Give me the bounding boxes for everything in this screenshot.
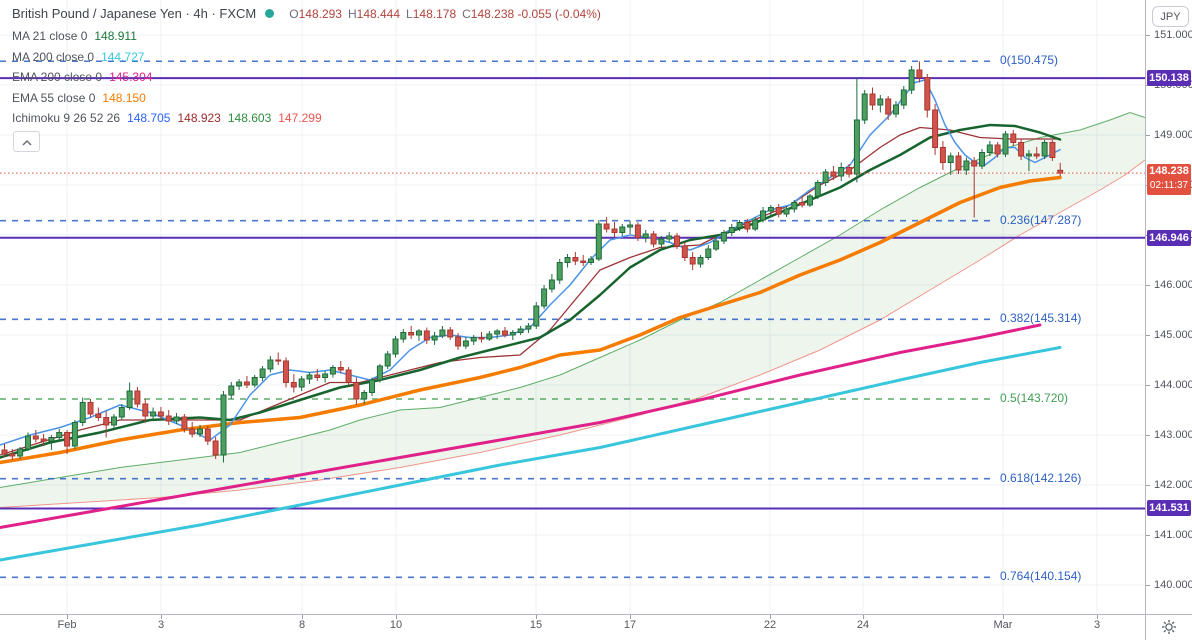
price-tick-label: 145.000 <box>1146 328 1192 342</box>
price-line-label: 146.946 <box>1147 229 1191 246</box>
bar-countdown: 02:11:37 <box>1149 180 1189 192</box>
price-tick-label: 141.000 <box>1146 528 1192 542</box>
ohlc-key: L <box>406 6 413 21</box>
change-readout: -0.055 (-0.04%) <box>514 6 601 21</box>
indicator-legend-row[interactable]: EMA 200 close 0 145.304 <box>12 71 322 84</box>
indicator-value: 147.299 <box>278 111 322 125</box>
time-tick-label: Mar <box>983 615 1023 631</box>
fib-level-label[interactable]: 0.764(140.154) <box>1000 569 1082 584</box>
indicator-value: 148.705 <box>127 111 171 125</box>
ohlc-value: 148.444 <box>356 6 401 21</box>
ohlc-key: H <box>347 6 357 21</box>
fib-level-label[interactable]: 0.382(145.314) <box>1000 311 1082 326</box>
price-tick-label: 144.000 <box>1146 378 1192 392</box>
ohlc-key: O <box>289 6 299 21</box>
price-tick-label: 149.000 <box>1146 128 1192 142</box>
symbol-title[interactable]: British Pound / Japanese Yen · 4h · FXCM <box>12 6 257 21</box>
time-tick-label: Feb <box>47 615 87 631</box>
time-tick-label: 17 <box>610 615 650 631</box>
time-tick-label: 24 <box>843 615 883 631</box>
price-tick-label: 146.000 <box>1146 278 1192 292</box>
indicator-legend-row[interactable]: Ichimoku 9 26 52 26 148.705 148.923 148.603… <box>12 112 322 125</box>
indicator-value: 148.603 <box>227 111 272 125</box>
candlestick-series <box>1 61 1064 463</box>
price-tick-label: 140.000 <box>1146 578 1192 592</box>
legend: British Pound / Japanese Yen · 4h · FXCM… <box>12 6 601 152</box>
price-tick-label: 151.000 <box>1146 28 1192 42</box>
price-tick-label: 142.000 <box>1146 478 1192 492</box>
fib-level-label[interactable]: 0(150.475) <box>1000 53 1059 68</box>
ohlc-value: 148.293 <box>298 6 342 21</box>
indicator-value: 148.911 <box>94 29 137 43</box>
symbol-header[interactable]: British Pound / Japanese Yen · 4h · FXCM… <box>12 6 601 21</box>
chart-settings-gear-icon[interactable] <box>1159 617 1179 637</box>
price-line-label: 150.138 <box>1147 70 1191 87</box>
axis-divider <box>1145 615 1146 640</box>
ohlc-readout: O148.293 H148.444 L148.178 C148.238 -0.055 … <box>283 7 601 21</box>
fib-level-label[interactable]: 0.236(147.287) <box>1000 212 1082 227</box>
price-tick-label: 143.000 <box>1146 428 1192 442</box>
indicator-legend-row[interactable]: MA 21 close 0 148.911 <box>12 30 322 43</box>
indicator-legend: MA 21 close 0 148.911 MA 200 close 0 144.72… <box>12 30 322 133</box>
indicator-label: EMA 55 close 0 <box>12 90 96 105</box>
indicator-label: Ichimoku 9 26 52 26 <box>12 111 121 125</box>
chart-canvas[interactable] <box>0 0 1145 614</box>
time-tick-label: 22 <box>750 615 790 631</box>
time-tick-label: 3 <box>1077 615 1117 631</box>
indicator-value: 148.150 <box>102 90 146 105</box>
fib-level-label[interactable]: 0.618(142.126) <box>1000 470 1082 485</box>
fib-level-label[interactable]: 0.5(143.720) <box>1000 391 1069 405</box>
indicator-value: 145.304 <box>109 70 153 84</box>
time-tick-label: 15 <box>516 615 556 631</box>
ohlc-value: 148.238 <box>470 6 515 21</box>
indicator-value: 144.727 <box>101 49 145 64</box>
time-tick-label: 10 <box>376 615 416 631</box>
indicator-label: EMA 200 close 0 <box>12 70 103 84</box>
indicator-legend-row[interactable]: EMA 55 close 0 148.150 <box>12 90 322 105</box>
time-axis[interactable]: Feb 3 8 10 15 17 22 24 Mar 3 <box>0 614 1192 640</box>
market-status-icon <box>265 9 275 18</box>
indicator-legend-row[interactable]: MA 200 close 0 144.727 <box>12 49 322 64</box>
ohlc-value: 148.178 <box>412 6 457 21</box>
last-price-label: 148.238 02:11:37 <box>1147 164 1191 196</box>
currency-button[interactable]: JPY <box>1152 6 1189 27</box>
price-line-label: 141.531 <box>1147 500 1191 517</box>
ohlc-key: C <box>462 6 471 21</box>
indicator-label: MA 200 close 0 <box>12 49 95 64</box>
last-price-value: 148.238 <box>1149 165 1189 178</box>
time-tick-label: 3 <box>141 615 181 631</box>
indicator-value: 148.923 <box>177 111 221 125</box>
chevron-up-icon <box>21 134 32 149</box>
time-tick-label: 8 <box>282 615 322 631</box>
legend-collapse-button[interactable] <box>13 131 40 152</box>
price-axis[interactable]: JPY 151.000150.000149.000148.000147.0001… <box>1145 0 1192 614</box>
indicator-label: MA 21 close 0 <box>12 29 88 43</box>
